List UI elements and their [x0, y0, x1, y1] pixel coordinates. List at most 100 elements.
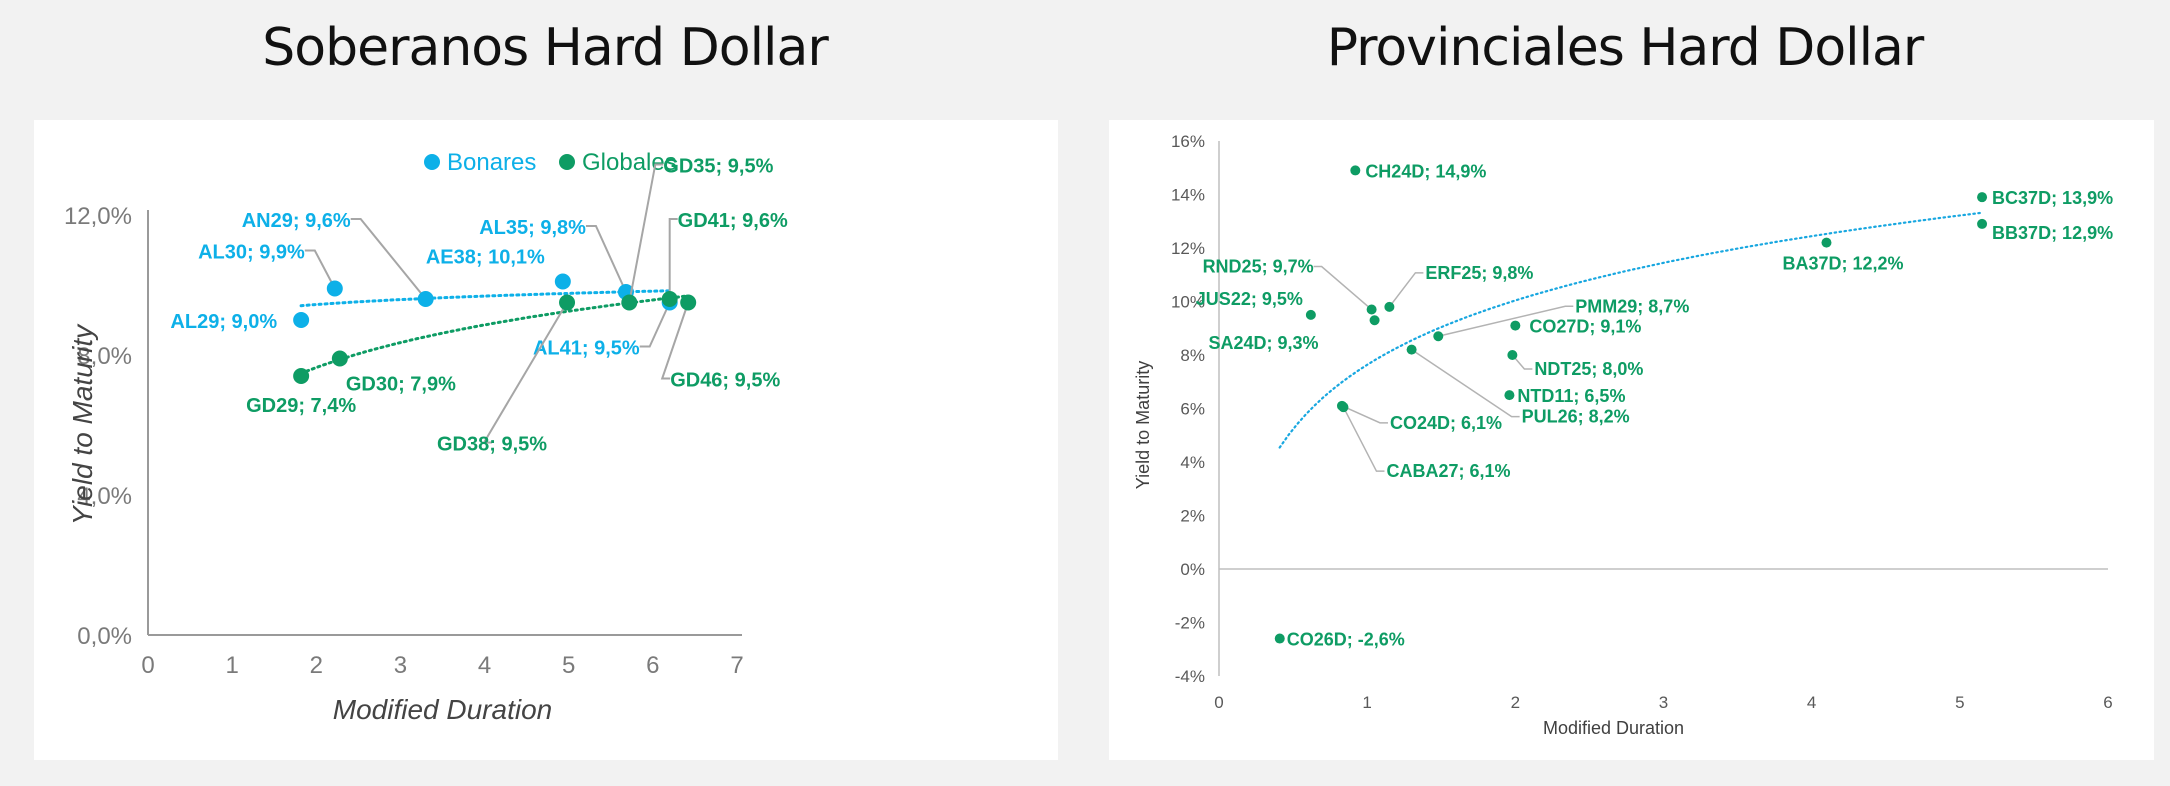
data-point-globales: [293, 368, 310, 384]
data-label: JUS22; 9,5%: [1196, 289, 1303, 309]
data-label-bonares: AL41; 9,5%: [533, 338, 640, 360]
leader-line: [482, 301, 568, 444]
leader-line: [668, 218, 678, 299]
data-point: [1369, 315, 1380, 326]
data-point-bonares: [554, 273, 571, 290]
data-point: [1510, 320, 1521, 331]
x-tick-label: 3: [394, 652, 407, 679]
data-point: [1305, 309, 1316, 320]
x-tick-label: 3: [1659, 693, 1668, 712]
x-tick-label: 6: [646, 652, 659, 679]
legend-marker-globales: [559, 154, 575, 170]
data-label-globales: GD30; 7,9%: [346, 374, 456, 396]
trendline-provinciales: [1278, 211, 1984, 449]
data-point: [1350, 165, 1361, 176]
data-point-bonares: [293, 312, 310, 328]
y-tick-label: 4,0%: [77, 483, 132, 510]
data-point: [1433, 331, 1444, 342]
x-axis-title: Modified Duration: [1543, 718, 1684, 738]
data-label: CO26D; -2,6%: [1287, 630, 1405, 650]
data-label: PMM29; 8,7%: [1575, 296, 1689, 316]
data-label: CABA27; 6,1%: [1386, 461, 1510, 481]
data-point-globales: [661, 291, 678, 307]
data-label-bonares: AN29; 9,6%: [242, 210, 351, 232]
y-tick-label: 4%: [1180, 453, 1205, 472]
data-point: [1274, 633, 1285, 644]
data-point: [1977, 192, 1988, 203]
data-label-bonares: AL30; 9,9%: [198, 242, 305, 264]
data-label-bonares: AL35; 9,8%: [479, 217, 586, 239]
data-point: [1366, 304, 1377, 315]
data-label-globales: GD29; 7,4%: [246, 395, 356, 417]
y-tick-label: 0%: [1180, 560, 1205, 579]
leader-line: [304, 249, 336, 289]
x-tick-label: 1: [1362, 693, 1371, 712]
x-tick-label: 5: [1955, 693, 1964, 712]
data-point: [1338, 402, 1349, 413]
x-tick-label: 0: [1214, 693, 1223, 712]
legend-label-globales: Globales: [582, 149, 677, 176]
x-tick-label: 2: [310, 652, 323, 679]
leader-line: [350, 218, 427, 300]
leader-line: [1438, 305, 1574, 338]
leader-line: [1511, 354, 1533, 370]
data-label-bonares: AE38; 10,1%: [426, 247, 545, 269]
y-tick-label: 6%: [1180, 400, 1205, 419]
data-label: BA37D; 12,2%: [1782, 254, 1903, 274]
data-label: RND25; 9,7%: [1203, 257, 1314, 277]
x-tick-label: 5: [562, 652, 575, 679]
x-tick-label: 4: [1807, 693, 1816, 712]
legend-marker-bonares: [424, 154, 440, 170]
y-axis-title: Yield to Maturity: [67, 323, 98, 525]
data-label: BC37D; 13,9%: [1992, 188, 2113, 208]
data-label: CO27D; 9,1%: [1529, 317, 1641, 337]
leader-line: [660, 302, 690, 380]
leader-line: [1388, 272, 1424, 308]
x-tick-label: 4: [478, 652, 491, 679]
leader-line: [1411, 349, 1520, 418]
x-axis-title: Modified Duration: [333, 694, 552, 725]
data-point-bonares: [326, 280, 343, 297]
data-point: [1406, 344, 1417, 355]
data-point-globales: [621, 294, 638, 311]
provinciales-scatter-chart: -4% -2% 0% 2% 4% 6% 8% 10% 12% 14% 16% 0 1 2 3 4 5 6 Modif…: [1133, 132, 2113, 738]
data-label: PUL26; 8,2%: [1522, 407, 1630, 427]
leader-line: [1313, 265, 1373, 311]
data-point-globales: [680, 294, 697, 311]
data-point: [1507, 350, 1518, 360]
provinciales-chart-panel: -4% -2% 0% 2% 4% 6% 8% 10% 12% 14% 16% 0 1 2 3 4 5 6 Modif…: [1109, 120, 2154, 760]
trendline-bonares: [299, 289, 672, 308]
data-point: [1821, 237, 1832, 248]
data-point-globales: [331, 350, 348, 367]
y-tick-label: 2%: [1180, 507, 1205, 526]
x-tick-label: 6: [2103, 693, 2112, 712]
x-tick-label: 2: [1511, 693, 1520, 712]
y-axis-title: Yield to Maturity: [1133, 361, 1153, 489]
y-tick-label: -4%: [1175, 667, 1205, 686]
legend-label-bonares: Bonares: [447, 149, 536, 176]
data-point: [1384, 301, 1395, 312]
y-tick-label: 8%: [1180, 346, 1205, 365]
data-label-globales: GD38; 9,5%: [437, 434, 547, 456]
data-label-globales: GD46; 9,5%: [670, 370, 780, 392]
data-label-globales: GD41; 9,6%: [678, 210, 788, 232]
x-tick-label: 0: [141, 652, 154, 679]
y-tick-label: 12%: [1171, 239, 1205, 258]
x-tick-label: 7: [730, 652, 743, 679]
data-label-globales: GD35; 9,5%: [663, 156, 773, 178]
y-tick-label: 8,0%: [77, 343, 132, 370]
data-label-bonares: AL29; 9,0%: [170, 311, 277, 333]
y-tick-label: 0,0%: [77, 623, 132, 650]
leader-line: [1342, 406, 1385, 472]
data-label: NTD11; 6,5%: [1517, 386, 1625, 406]
leader-line: [628, 163, 664, 303]
x-tick-label: 1: [225, 652, 238, 679]
y-tick-label: 12,0%: [64, 203, 132, 230]
data-point-bonares: [417, 291, 434, 307]
chart-title-provinciales: Provinciales Hard Dollar: [1326, 18, 1925, 78]
soberanos-scatter-chart: 0 1 2 3 4 5 6 7 0,0% 4,0% 8,0% 12,0% Modified Durati…: [64, 149, 788, 725]
leader-line: [1341, 405, 1388, 424]
data-point: [1977, 218, 1988, 229]
data-label: SA24D; 9,3%: [1209, 333, 1319, 353]
data-point-globales: [559, 294, 576, 311]
